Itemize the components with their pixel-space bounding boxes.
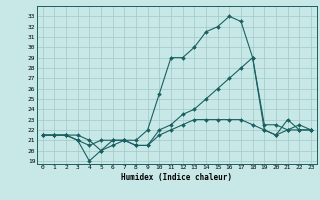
X-axis label: Humidex (Indice chaleur): Humidex (Indice chaleur) [121, 173, 232, 182]
